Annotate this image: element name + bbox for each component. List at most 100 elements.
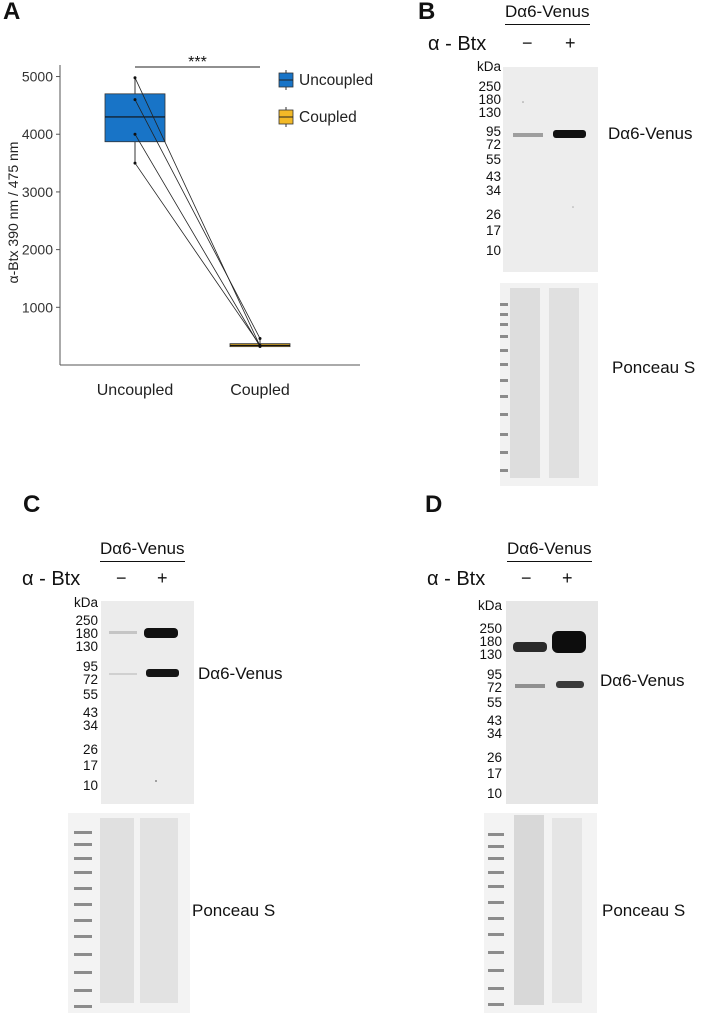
ladder-rung: [500, 433, 508, 436]
blot-c-band-label: Dα6-Venus: [198, 664, 283, 683]
blot-c-stain-label: Ponceau S: [192, 901, 276, 920]
ladder-rung: [500, 303, 508, 306]
y-tick-label: 1000: [22, 299, 53, 315]
blot-b-marker-55: 55: [485, 152, 501, 167]
blot-c-marker-10: 10: [82, 778, 98, 793]
blot-b-marker-130: 130: [478, 105, 501, 120]
blot-c-ponceau-membrane: [68, 813, 190, 1013]
blot-d-band-label: Dα6-Venus: [600, 671, 685, 690]
ladder-rung: [488, 933, 504, 936]
blot-b-ponceau-membrane: [500, 283, 598, 486]
x-tick-label: Uncoupled: [97, 382, 174, 399]
blot-d-marker-10: 10: [486, 786, 502, 801]
legend-label: Uncoupled: [299, 72, 373, 89]
blot-b-marker-34: 34: [485, 183, 501, 198]
ladder-rung: [500, 469, 508, 472]
ladder-rung: [488, 917, 504, 920]
blot-c-kda-label: kDa: [73, 595, 98, 610]
blot-b-marker-43: 43: [485, 169, 501, 184]
blot-b-treatment-label: α - Btx: [428, 33, 487, 55]
blot-b-marker-26: 26: [485, 207, 501, 222]
ladder-rung: [74, 903, 92, 906]
blot-d-kda-label: kDa: [477, 598, 502, 613]
ladder-rung: [488, 1003, 504, 1006]
y-tick-label: 2000: [22, 242, 53, 258]
blot-d-marker-72: 72: [486, 680, 502, 695]
blot-d-ponceau-membrane: [484, 813, 597, 1013]
blot-c-title-text: Dα6-Venus: [100, 539, 185, 558]
blot-c-marker-72: 72: [82, 672, 98, 687]
blot-d-marker-17: 17: [486, 766, 502, 781]
y-tick-label: 4000: [22, 126, 53, 142]
blot-d-plus-label: +: [562, 568, 573, 588]
paired-line: [134, 77, 261, 347]
blot-b-marker-180: 180: [478, 92, 501, 107]
y-tick-label: 3000: [22, 184, 53, 200]
blot-d-minus-label: −: [521, 568, 532, 588]
blot-d-western-membrane: [506, 601, 598, 804]
ladder-rung: [500, 323, 508, 326]
significance-label: ***: [188, 54, 207, 71]
blot-c-marker-95: 95: [82, 659, 98, 674]
blot-b-marker-72: 72: [485, 137, 501, 152]
blot-d-marker-130: 130: [479, 647, 502, 662]
blot-d-marker-95: 95: [486, 667, 502, 682]
ladder-rung: [488, 969, 504, 972]
data-point: [258, 336, 262, 340]
y-axis-title: α-Btx 390 nm / 475 nm: [5, 142, 21, 284]
blot-d-marker-26: 26: [486, 750, 502, 765]
blot-d-marker-43: 43: [486, 713, 502, 728]
paired-line: [134, 162, 261, 346]
data-point: [133, 76, 137, 80]
blot-b-band-label: Dα6-Venus: [608, 124, 693, 143]
ladder-rung: [488, 901, 504, 904]
ladder-rung: [500, 349, 508, 352]
ladder-rung: [500, 335, 508, 338]
y-tick-label: 5000: [22, 69, 53, 85]
blot-c-minus-label: −: [116, 568, 127, 588]
blot-c-marker-26: 26: [82, 742, 98, 757]
blot-d-title-text: Dα6-Venus: [507, 539, 592, 558]
blot-d-marker-250: 250: [479, 621, 502, 636]
ladder-rung: [488, 845, 504, 848]
blot-b-marker-17: 17: [485, 223, 501, 238]
ladder-rung: [500, 413, 508, 416]
ladder-rung: [74, 971, 92, 974]
ladder-rung: [74, 919, 92, 922]
blot-c-marker-17: 17: [82, 758, 98, 773]
blot-d-marker-55: 55: [486, 695, 502, 710]
ladder-rung: [74, 935, 92, 938]
paired-line: [134, 99, 261, 339]
ladder-rung: [488, 951, 504, 954]
blot-c-marker-34: 34: [82, 718, 98, 733]
legend-label: Coupled: [299, 109, 357, 126]
blot-b-marker-95: 95: [485, 124, 501, 139]
ladder-rung: [74, 1005, 92, 1008]
panel-letter-d: D: [425, 491, 443, 518]
blot-b-kda-label: kDa: [476, 59, 501, 74]
blot-b-western-membrane: [503, 67, 598, 272]
blot-c-marker-130: 130: [75, 639, 98, 654]
blot-b-stain-label: Ponceau S: [612, 358, 696, 377]
ladder-rung: [488, 871, 504, 874]
data-point: [133, 98, 137, 102]
blot-c-title: Dα6-Venus: [100, 539, 185, 562]
ladder-rung: [74, 887, 92, 890]
blot-d-stain-label: Ponceau S: [602, 901, 686, 920]
panel-letter-b: B: [418, 0, 436, 25]
ladder-rung: [74, 857, 92, 860]
blot-d-marker-34: 34: [486, 726, 502, 741]
blot-d-title: Dα6-Venus: [507, 539, 592, 562]
data-point: [133, 161, 137, 165]
blot-b-minus-label: −: [522, 33, 533, 53]
ladder-rung: [74, 989, 92, 992]
ladder-rung: [500, 451, 508, 454]
blot-b-marker-10: 10: [485, 243, 501, 258]
blot-c-western-membrane: [101, 601, 194, 804]
blot-c-marker-55: 55: [82, 687, 98, 702]
ladder-rung: [74, 953, 92, 956]
data-point: [258, 343, 262, 347]
blot-c-marker-43: 43: [82, 705, 98, 720]
blot-c-marker-180: 180: [75, 626, 98, 641]
blot-d-treatment-label: α - Btx: [427, 568, 486, 590]
